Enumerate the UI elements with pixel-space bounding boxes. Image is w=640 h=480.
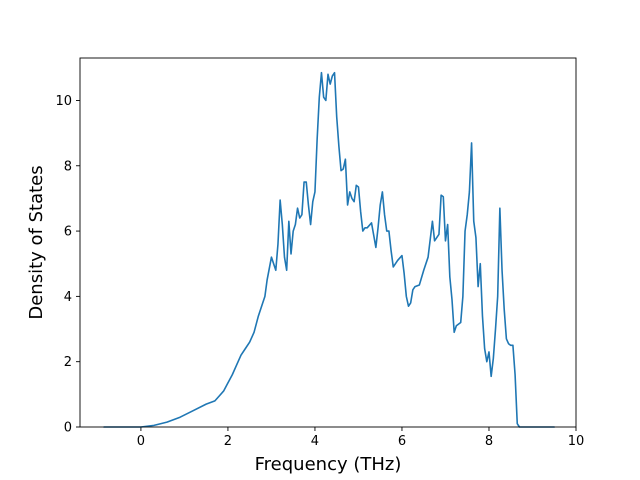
y-axis-ticks: 0 2 4 6 8 10 [55,94,80,436]
y-axis-label: Density of States [26,165,47,319]
y-tick-label: 8 [64,159,72,174]
x-tick-label: 4 [311,434,319,449]
x-tick-label: 8 [485,434,493,449]
plot-area [80,58,576,427]
x-tick-label: 0 [137,434,145,449]
x-tick-label: 6 [398,434,406,449]
x-tick-label: 10 [568,434,585,449]
x-axis-ticks: 0 2 4 6 8 10 [137,427,585,449]
x-axis-label: Frequency (THz) [255,454,402,475]
plot-frame [79,57,577,428]
y-tick-label: 2 [64,355,72,370]
x-tick-label: 2 [224,434,232,449]
y-tick-label: 4 [64,290,72,305]
y-tick-label: 0 [64,421,72,436]
y-tick-label: 6 [64,225,72,240]
y-tick-label: 10 [55,94,72,109]
dos-series-line [103,71,556,428]
